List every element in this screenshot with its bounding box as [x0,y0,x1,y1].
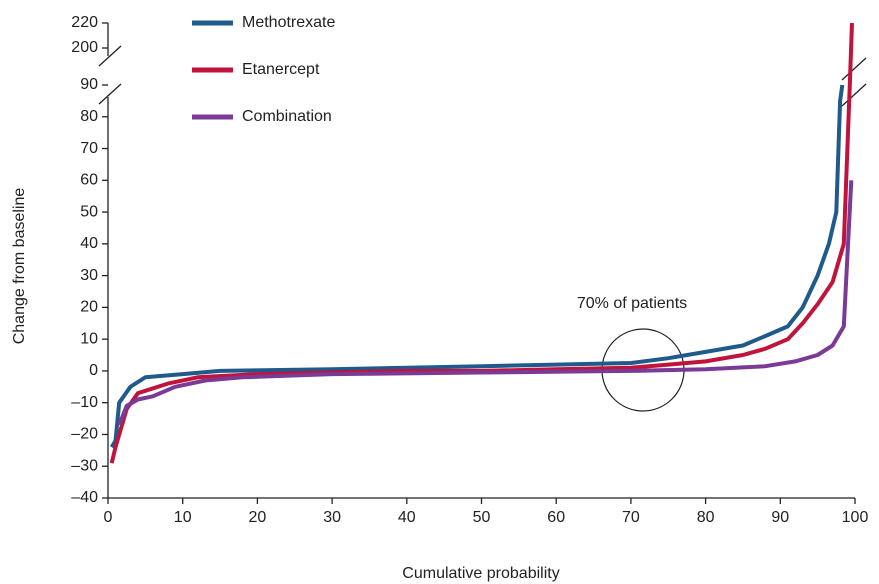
x-tick-label: 40 [398,509,416,526]
series-line [109,84,845,449]
y-tick-label: 0 [89,362,98,379]
x-tick-label: 10 [174,509,192,526]
axis-break [841,57,867,81]
y-tick-label: 40 [80,235,98,252]
x-tick-label: 70 [622,509,640,526]
x-axis-label: Cumulative probability [402,565,559,582]
y-tick-label: –20 [71,426,98,443]
legend-label: Etanercept [242,61,320,78]
axis-break [98,83,122,105]
y-tick-label: 200 [71,39,98,56]
x-tick-label: 90 [771,509,789,526]
y-tick-label: –40 [71,489,98,506]
y-tick-label: 220 [71,14,98,31]
x-tick-label: 0 [104,509,113,526]
y-tick-label: 60 [80,172,98,189]
series-line [109,22,854,464]
x-tick-label: 30 [323,509,341,526]
y-tick-label: 20 [80,299,98,316]
legend-label: Combination [242,108,332,125]
y-tick-label: 10 [80,330,98,347]
y-axis-label: Change from baseline [11,188,28,345]
x-tick-label: 50 [473,509,491,526]
y-tick-label: 80 [80,108,98,125]
y-tick-label: –10 [71,394,98,411]
y-tick-label: 30 [80,267,98,284]
annotation: 70% of patients [577,295,687,312]
x-tick-label: 20 [249,509,267,526]
x-tick-label: 60 [547,509,565,526]
legend-label: Methotrexate [242,14,335,31]
axes [98,23,867,499]
y-tick-label: 70 [80,140,98,157]
series-line [117,180,854,426]
axis-break [98,45,122,67]
axis-break [841,83,867,107]
y-tick-label: 50 [80,203,98,220]
y-tick-label: 90 [80,76,98,93]
x-tick-label: 80 [697,509,715,526]
x-tick-label: 100 [842,509,869,526]
y-tick-label: –30 [71,457,98,474]
